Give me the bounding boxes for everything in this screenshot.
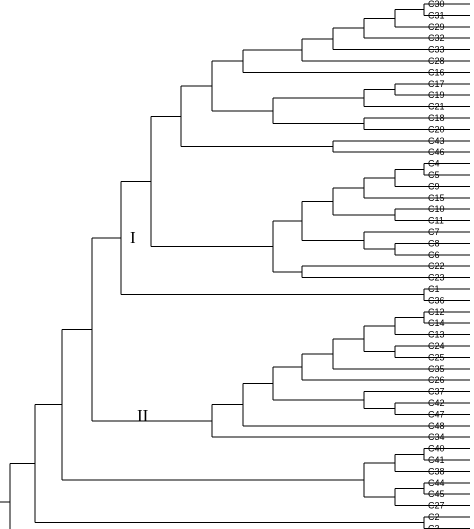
leaf-label-c14: C14 (428, 318, 445, 328)
leaf-label-c37: C37 (428, 387, 445, 397)
leaf-label-c47: C47 (428, 409, 445, 419)
leaf-label-c30: C30 (428, 0, 445, 9)
leaf-label-c46: C46 (428, 147, 445, 157)
leaf-label-c25: C25 (428, 352, 445, 362)
leaf-label-c13: C13 (428, 330, 445, 340)
leaf-label-c27: C27 (428, 501, 445, 511)
leaf-labels: C30C31C29C32C33C28C16C17C19C21C18C20C43C… (428, 0, 445, 529)
leaf-label-c45: C45 (428, 489, 445, 499)
leaf-label-c26: C26 (428, 375, 445, 385)
leaf-label-c43: C43 (428, 136, 445, 146)
leaf-label-c8: C8 (428, 238, 440, 248)
leaf-label-c41: C41 (428, 455, 445, 465)
cluster-label-ii: II (137, 406, 149, 425)
leaf-label-c28: C28 (428, 56, 445, 66)
leaf-label-c24: C24 (428, 341, 445, 351)
leaf-label-c31: C31 (428, 10, 445, 20)
leaf-label-c5: C5 (428, 170, 440, 180)
leaf-label-c6: C6 (428, 250, 440, 260)
leaf-label-c3: C3 (428, 523, 440, 529)
leaf-label-c29: C29 (428, 22, 445, 32)
leaf-label-c32: C32 (428, 33, 445, 43)
dendrogram-branches (0, 3, 470, 529)
leaf-label-c22: C22 (428, 261, 445, 271)
leaf-label-c1: C1 (428, 284, 440, 294)
leaf-label-c40: C40 (428, 444, 445, 454)
leaf-label-c33: C33 (428, 45, 445, 55)
leaf-label-c42: C42 (428, 398, 445, 408)
leaf-label-c38: C38 (428, 466, 445, 476)
leaf-label-c36: C36 (428, 295, 445, 305)
leaf-label-c7: C7 (428, 227, 440, 237)
leaf-label-c18: C18 (428, 113, 445, 123)
leaf-label-c2: C2 (428, 512, 440, 522)
leaf-label-c9: C9 (428, 181, 440, 191)
leaf-label-c11: C11 (428, 216, 444, 226)
leaf-label-c20: C20 (428, 124, 445, 134)
leaf-label-c4: C4 (428, 159, 440, 169)
leaf-label-c17: C17 (428, 79, 445, 89)
leaf-label-c34: C34 (428, 432, 445, 442)
leaf-label-c16: C16 (428, 67, 445, 77)
leaf-label-c21: C21 (428, 102, 445, 112)
leaf-label-c48: C48 (428, 421, 445, 431)
leaf-label-c10: C10 (428, 204, 445, 214)
leaf-label-c35: C35 (428, 364, 445, 374)
leaf-label-c15: C15 (428, 193, 445, 203)
cluster-label-i: I (130, 228, 136, 247)
leaf-label-c44: C44 (428, 478, 445, 488)
leaf-label-c12: C12 (428, 307, 445, 317)
leaf-label-c19: C19 (428, 90, 445, 100)
leaf-label-c23: C23 (428, 273, 445, 283)
